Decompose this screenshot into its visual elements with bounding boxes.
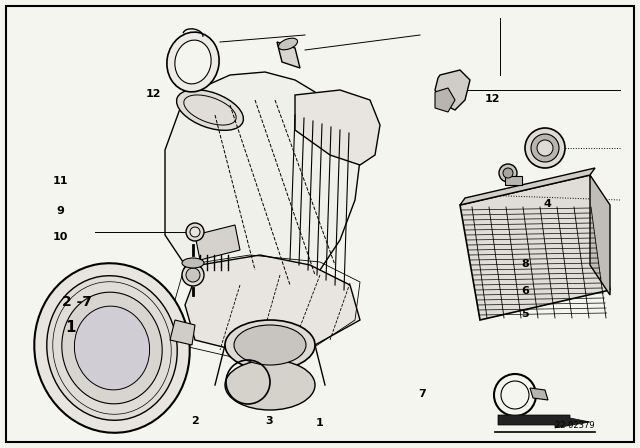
Text: 10: 10 bbox=[53, 233, 68, 242]
Ellipse shape bbox=[278, 38, 298, 50]
Text: 6: 6 bbox=[521, 286, 529, 296]
Text: 7: 7 bbox=[419, 389, 426, 399]
Polygon shape bbox=[195, 225, 240, 260]
Ellipse shape bbox=[531, 134, 559, 162]
Ellipse shape bbox=[186, 268, 200, 282]
Text: 2: 2 bbox=[191, 416, 199, 426]
Polygon shape bbox=[185, 255, 360, 355]
Polygon shape bbox=[505, 176, 522, 185]
Ellipse shape bbox=[175, 40, 211, 84]
Text: 12: 12 bbox=[485, 94, 500, 103]
Circle shape bbox=[186, 223, 204, 241]
Ellipse shape bbox=[234, 325, 306, 365]
Polygon shape bbox=[590, 175, 610, 295]
Polygon shape bbox=[435, 88, 455, 112]
Ellipse shape bbox=[74, 306, 150, 390]
Ellipse shape bbox=[182, 264, 204, 286]
Polygon shape bbox=[530, 388, 548, 400]
Polygon shape bbox=[170, 320, 195, 345]
Circle shape bbox=[190, 227, 200, 237]
Text: 9: 9 bbox=[57, 206, 65, 215]
Ellipse shape bbox=[62, 292, 162, 404]
Text: 11: 11 bbox=[53, 177, 68, 186]
Ellipse shape bbox=[503, 168, 513, 178]
Ellipse shape bbox=[225, 360, 315, 410]
Text: 1: 1 bbox=[65, 319, 76, 335]
Ellipse shape bbox=[182, 258, 204, 268]
Polygon shape bbox=[295, 90, 380, 165]
Ellipse shape bbox=[525, 128, 565, 168]
Text: 5: 5 bbox=[521, 309, 529, 319]
Text: 8: 8 bbox=[521, 259, 529, 269]
Text: 3: 3 bbox=[265, 416, 273, 426]
Ellipse shape bbox=[167, 32, 219, 92]
Polygon shape bbox=[460, 168, 595, 205]
Polygon shape bbox=[165, 72, 360, 305]
Ellipse shape bbox=[225, 320, 315, 370]
Polygon shape bbox=[435, 70, 470, 110]
Ellipse shape bbox=[35, 263, 189, 433]
Ellipse shape bbox=[499, 164, 517, 182]
Ellipse shape bbox=[177, 90, 243, 130]
Ellipse shape bbox=[537, 140, 553, 156]
Text: 12: 12 bbox=[146, 89, 161, 99]
Text: 4: 4 bbox=[543, 199, 551, 209]
Polygon shape bbox=[498, 415, 590, 428]
Text: 1: 1 bbox=[316, 418, 324, 428]
Text: 22 02379: 22 02379 bbox=[556, 421, 595, 430]
Polygon shape bbox=[460, 175, 610, 320]
Polygon shape bbox=[277, 42, 300, 68]
Text: 2 -7: 2 -7 bbox=[62, 295, 92, 310]
Ellipse shape bbox=[47, 276, 177, 420]
